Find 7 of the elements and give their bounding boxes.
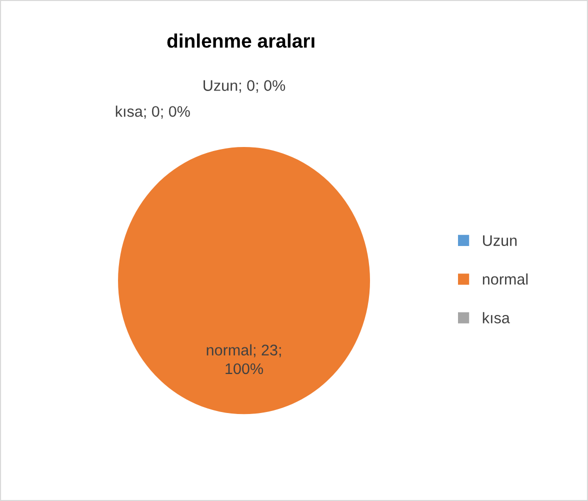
legend-label: kısa bbox=[482, 312, 510, 324]
chart-title: dinlenme araları bbox=[167, 34, 314, 48]
legend-label: Uzun bbox=[483, 235, 517, 246]
text: kısa; 0; 0% bbox=[116, 106, 190, 119]
legend-label: normal bbox=[482, 273, 528, 285]
text: Uzun; 0; 0% bbox=[204, 80, 286, 93]
data-label: normal; 23; 100% bbox=[206, 344, 281, 374]
